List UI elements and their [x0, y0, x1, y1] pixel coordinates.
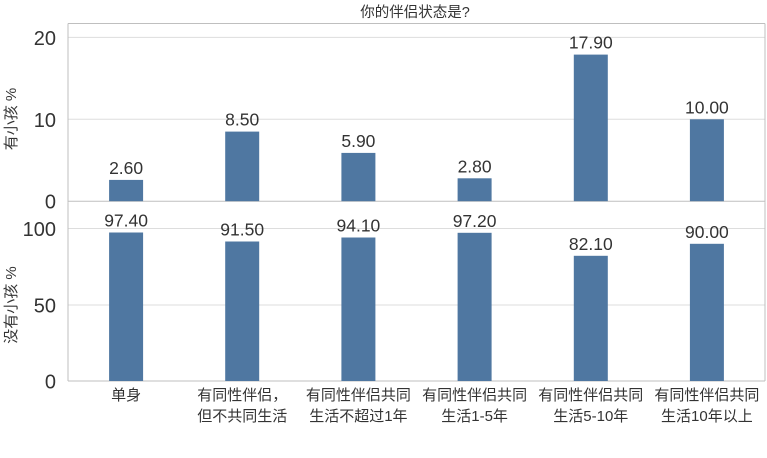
svg-text:有同性伴侣共同: 有同性伴侣共同	[306, 387, 411, 404]
svg-text:5.90: 5.90	[341, 131, 375, 151]
svg-text:8.50: 8.50	[225, 110, 259, 130]
svg-text:97.20: 97.20	[453, 211, 497, 231]
svg-text:94.10: 94.10	[337, 216, 381, 236]
svg-text:50: 50	[34, 296, 56, 318]
svg-text:有同性伴侣共同: 有同性伴侣共同	[422, 387, 527, 404]
svg-text:生活5-10年: 生活5-10年	[553, 408, 628, 425]
svg-text:2.60: 2.60	[109, 158, 143, 178]
svg-text:你的伴侣状态是?: 你的伴侣状态是?	[360, 4, 470, 21]
svg-text:17.90: 17.90	[569, 33, 613, 53]
svg-text:2.80: 2.80	[458, 156, 492, 176]
svg-text:90.00: 90.00	[685, 222, 729, 242]
svg-text:91.50: 91.50	[220, 220, 264, 240]
svg-text:生活10年以上: 生活10年以上	[661, 408, 753, 425]
svg-text:有同性伴侣共同: 有同性伴侣共同	[654, 387, 759, 404]
svg-text:10.00: 10.00	[685, 97, 729, 117]
svg-text:0: 0	[45, 372, 56, 394]
svg-text:97.40: 97.40	[104, 211, 148, 231]
svg-text:10: 10	[34, 110, 56, 132]
svg-text:20: 20	[34, 28, 56, 50]
svg-text:100: 100	[23, 219, 56, 241]
svg-text:没有小孩 %: 没有小孩 %	[3, 266, 20, 344]
svg-text:有同性伴侣共同: 有同性伴侣共同	[538, 387, 643, 404]
svg-text:但不共同生活: 但不共同生活	[197, 408, 287, 425]
svg-text:生活不超过1年: 生活不超过1年	[309, 408, 407, 425]
svg-text:0: 0	[45, 192, 56, 214]
svg-text:有小孩 %: 有小孩 %	[3, 88, 20, 151]
svg-text:单身: 单身	[111, 387, 141, 404]
svg-text:82.10: 82.10	[569, 234, 613, 254]
svg-text:有同性伴侣，: 有同性伴侣，	[197, 387, 287, 404]
svg-text:生活1-5年: 生活1-5年	[441, 408, 508, 425]
